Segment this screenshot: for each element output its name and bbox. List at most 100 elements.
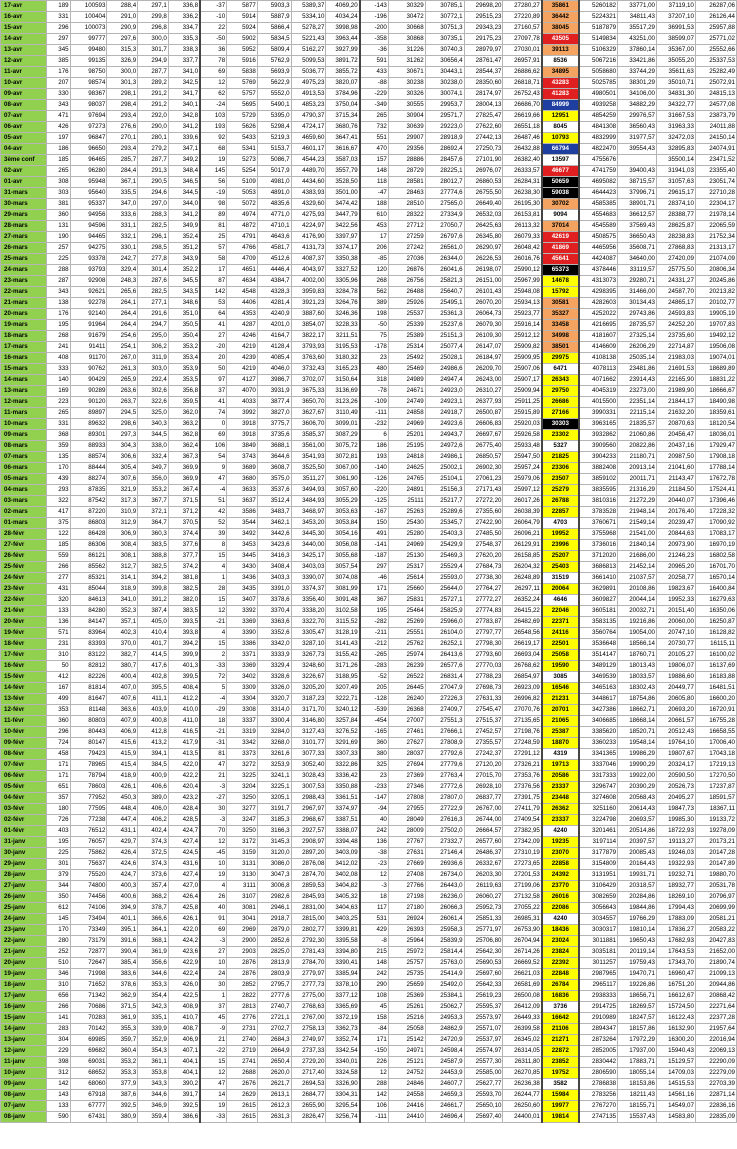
value-cell[interactable]: 25644,0: [424, 583, 465, 595]
value-cell[interactable]: 348,6: [167, 297, 201, 309]
value-cell[interactable]: 374,3: [137, 858, 169, 870]
value-cell[interactable]: 20844,63: [656, 528, 696, 540]
value-cell[interactable]: 26756: [387, 275, 426, 287]
value-cell[interactable]: 26714,26: [502, 946, 543, 958]
value-cell[interactable]: 4981,0: [256, 176, 292, 188]
highlight-cell[interactable]: 30702: [540, 198, 580, 210]
value-cell[interactable]: 94596: [69, 220, 108, 232]
date-cell[interactable]: 12-avr: [0, 55, 48, 67]
highlight-cell[interactable]: 36442: [540, 11, 580, 23]
value-cell[interactable]: 3087,29: [325, 429, 361, 441]
value-cell[interactable]: 2852: [226, 979, 258, 991]
date-cell[interactable]: 14-avr: [0, 33, 48, 45]
date-cell[interactable]: 09-avr: [0, 88, 48, 100]
value-cell[interactable]: 408: [46, 352, 71, 364]
value-cell[interactable]: 398: [46, 1056, 71, 1068]
value-cell[interactable]: 3361,51: [325, 792, 361, 804]
value-cell[interactable]: 73349: [69, 924, 108, 936]
value-cell[interactable]: 349,9: [167, 220, 201, 232]
value-cell[interactable]: 171: [46, 759, 71, 771]
value-cell[interactable]: 3322,70: [290, 616, 327, 628]
value-cell[interactable]: 3775,7: [256, 418, 292, 430]
value-cell[interactable]: 25831: [387, 594, 426, 606]
value-cell[interactable]: 27551,3: [424, 715, 465, 727]
value-cell[interactable]: 18036,01: [694, 429, 737, 441]
value-cell[interactable]: 88933: [69, 440, 108, 452]
value-cell[interactable]: 26500,08: [502, 990, 543, 1002]
value-cell[interactable]: 195: [46, 836, 71, 848]
date-cell[interactable]: 24-févr: [0, 572, 48, 584]
value-cell[interactable]: 20747,10: [656, 627, 696, 639]
value-cell[interactable]: 193: [199, 121, 228, 133]
value-cell[interactable]: 22016,94: [694, 1034, 737, 1046]
value-cell[interactable]: 4353: [226, 308, 258, 320]
value-cell[interactable]: 331,1: [106, 220, 139, 232]
value-cell[interactable]: 4240,9: [256, 308, 292, 320]
value-cell[interactable]: 51: [199, 495, 228, 507]
value-cell[interactable]: 571: [46, 627, 71, 639]
value-cell[interactable]: 95948: [69, 176, 108, 188]
value-cell[interactable]: 75: [358, 330, 389, 342]
value-cell[interactable]: 5334,10: [290, 11, 327, 23]
date-cell[interactable]: 30-janv: [0, 847, 48, 859]
value-cell[interactable]: 3986,7: [256, 374, 292, 386]
value-cell[interactable]: 353: [46, 704, 71, 716]
value-cell[interactable]: 4446,4: [256, 264, 292, 276]
date-cell[interactable]: 10-avr: [0, 77, 48, 89]
value-cell[interactable]: 5916: [226, 55, 258, 67]
value-cell[interactable]: 25697,40: [463, 1111, 504, 1123]
value-cell[interactable]: 25339: [387, 319, 426, 331]
value-cell[interactable]: 391,6: [106, 935, 139, 947]
value-cell[interactable]: 90429: [69, 374, 108, 386]
value-cell[interactable]: 53: [199, 297, 228, 309]
value-cell[interactable]: 27620,20: [463, 550, 504, 562]
value-cell[interactable]: 171: [358, 1034, 389, 1046]
value-cell[interactable]: -45: [199, 847, 228, 859]
value-cell[interactable]: 19985,30: [656, 814, 696, 826]
value-cell[interactable]: 20147,28: [694, 847, 737, 859]
value-cell[interactable]: 2684,77: [290, 1089, 327, 1101]
value-cell[interactable]: 363,6: [106, 704, 139, 716]
date-cell[interactable]: 20-mars: [0, 308, 48, 320]
value-cell[interactable]: 5762,9: [256, 55, 292, 67]
value-cell[interactable]: 3810316: [577, 495, 619, 507]
value-cell[interactable]: 26577,60: [463, 836, 504, 848]
value-cell[interactable]: 364,7: [137, 517, 169, 529]
value-cell[interactable]: 18033,57: [617, 671, 657, 683]
value-cell[interactable]: 308,4: [106, 539, 139, 551]
value-cell[interactable]: 3305,96: [325, 275, 361, 287]
value-cell[interactable]: 374,4: [167, 528, 201, 540]
date-cell[interactable]: 26-mars: [0, 242, 48, 254]
highlight-cell[interactable]: 35861: [540, 0, 580, 12]
value-cell[interactable]: 98037: [69, 99, 108, 111]
value-cell[interactable]: 4891,0: [256, 187, 292, 199]
highlight-cell[interactable]: 26784: [540, 979, 580, 991]
value-cell[interactable]: 5834,5: [256, 33, 292, 45]
value-cell[interactable]: 3053,84: [325, 517, 361, 529]
value-cell[interactable]: 21037,57: [617, 572, 657, 584]
value-cell[interactable]: 25907,06: [502, 363, 543, 375]
value-cell[interactable]: 363,2: [167, 418, 201, 430]
value-cell[interactable]: 341,0: [106, 594, 139, 606]
value-cell[interactable]: 26697,67: [463, 429, 504, 441]
date-cell[interactable]: 08-janv: [0, 1089, 48, 1101]
highlight-cell[interactable]: 4703: [540, 517, 580, 529]
value-cell[interactable]: 19113,27: [656, 836, 696, 848]
value-cell[interactable]: 20440,07: [656, 495, 696, 507]
value-cell[interactable]: 148: [358, 957, 389, 969]
value-cell[interactable]: 88274: [69, 473, 108, 485]
value-cell[interactable]: 25964: [387, 935, 426, 947]
value-cell[interactable]: 18760,71: [617, 649, 657, 661]
value-cell[interactable]: 298,1: [106, 88, 139, 100]
value-cell[interactable]: 22279,09: [694, 1067, 737, 1079]
value-cell[interactable]: 306,6: [106, 451, 139, 463]
value-cell[interactable]: 4069,20: [325, 0, 361, 12]
value-cell[interactable]: 266: [46, 561, 71, 573]
value-cell[interactable]: 377,7: [167, 550, 201, 562]
value-cell[interactable]: 2784,70: [290, 957, 327, 969]
value-cell[interactable]: 34106,00: [617, 88, 657, 100]
date-cell[interactable]: 27-janv: [0, 880, 48, 892]
value-cell[interactable]: 19847,73: [656, 803, 696, 815]
value-cell[interactable]: 22165,90: [656, 374, 696, 386]
highlight-cell[interactable]: 5327: [540, 440, 580, 452]
